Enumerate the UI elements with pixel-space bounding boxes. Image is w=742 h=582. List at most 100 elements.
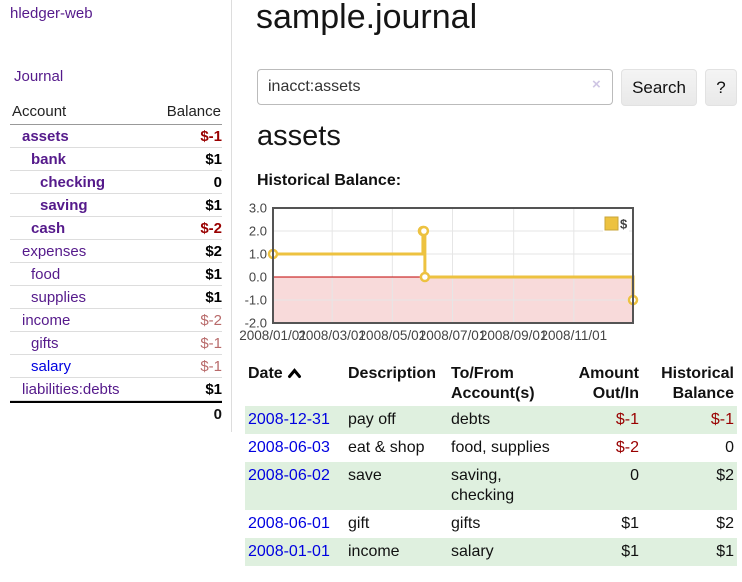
transaction-date-link[interactable]: 2008-12-31: [248, 411, 330, 428]
account-row: saving $1: [10, 194, 222, 217]
account-link[interactable]: gifts: [31, 335, 59, 352]
y-tick-label: 1.0: [249, 247, 267, 262]
legend-swatch: [604, 216, 619, 231]
y-tick-label: -2.0: [245, 316, 267, 331]
account-balance: $-1: [200, 358, 222, 375]
account-link[interactable]: salary: [31, 358, 72, 375]
account-link[interactable]: expenses: [22, 243, 87, 260]
transaction-date-link[interactable]: 2008-06-01: [248, 515, 330, 532]
transaction-amount: $-2: [615, 439, 639, 456]
chart-title: Historical Balance:: [257, 172, 402, 189]
account-row: income $-2: [10, 309, 222, 332]
account-link[interactable]: liabilities:debts: [22, 381, 120, 398]
register-row: 2008-12-31 pay off debts $-1 $-1: [245, 406, 737, 434]
account-link[interactable]: saving: [40, 197, 88, 214]
account-link[interactable]: income: [22, 312, 71, 329]
account-heading: assets: [257, 120, 341, 152]
transaction-accounts: saving, checking: [451, 467, 515, 504]
accounts-table-header: Account Balance: [10, 100, 222, 125]
register-header-description: Description: [348, 365, 437, 382]
y-tick-label: -1.0: [245, 293, 267, 308]
account-balance: 0: [213, 174, 222, 191]
transaction-amount: 0: [630, 467, 639, 484]
account-link[interactable]: supplies: [31, 289, 87, 306]
plot-border: [272, 207, 634, 324]
transaction-amount: $-1: [615, 411, 639, 428]
register-row: 2008-06-01 gift gifts $1 $2: [245, 510, 737, 538]
y-tick-label: 0.0: [249, 270, 267, 285]
x-tick-label: 2008/01/01: [239, 328, 307, 343]
account-link[interactable]: cash: [31, 220, 66, 237]
data-point-marker: [419, 271, 431, 283]
account-balance: $1: [205, 289, 222, 306]
transaction-accounts: food, supplies: [451, 439, 550, 456]
register-table: Date Description To/From Account(s) Amou…: [245, 362, 737, 566]
transaction-balance: $-1: [710, 411, 734, 428]
account-row: food $1: [10, 263, 222, 286]
x-tick-label: 2008/03/01: [298, 328, 366, 343]
register-header-balance: Historical Balance: [661, 365, 734, 402]
transaction-balance: $1: [716, 543, 734, 560]
transaction-accounts: gifts: [451, 515, 481, 532]
accounts-header-account: Account: [12, 103, 67, 120]
sidebar-item-journal[interactable]: Journal: [14, 68, 64, 85]
x-tick-label: 2008/05/01: [359, 328, 427, 343]
account-balance: $-2: [200, 312, 222, 329]
transaction-date-link[interactable]: 2008-06-02: [248, 467, 330, 484]
transaction-balance: 0: [725, 439, 734, 456]
account-row: checking 0: [10, 171, 222, 194]
account-row: salary $-1: [10, 355, 222, 378]
account-link[interactable]: assets: [22, 128, 69, 145]
sidebar-divider: [231, 0, 232, 432]
register-row: 2008-01-01 income salary $1 $1: [245, 538, 737, 566]
transaction-accounts: salary: [451, 543, 494, 560]
y-tick-label: 2.0: [249, 224, 267, 239]
accounts-header-balance: Balance: [166, 103, 221, 120]
register-header-date[interactable]: Date: [245, 362, 345, 406]
accounts-total: 0: [10, 401, 222, 426]
help-button[interactable]: ?: [705, 69, 737, 106]
historical-balance-chart: 3.0 2.0 1.0 0.0 -1.0 -2.02008/01/012008/03/01…: [239, 201, 639, 343]
search-button[interactable]: Search: [621, 69, 697, 106]
account-row: liabilities:debts $1: [10, 378, 222, 401]
transaction-description: save: [348, 467, 382, 484]
register-row: 2008-06-03 eat & shop food, supplies $-2 0: [245, 434, 737, 462]
transaction-amount: $1: [621, 515, 639, 532]
app-brand-link[interactable]: hledger-web: [10, 5, 93, 22]
account-balance: $-1: [200, 335, 222, 352]
transaction-date-link[interactable]: 2008-06-03: [248, 439, 330, 456]
transaction-balance: $2: [716, 467, 734, 484]
register-header-row: Date Description To/From Account(s) Amou…: [245, 362, 737, 406]
account-balance: $1: [205, 151, 222, 168]
legend-label: $: [620, 217, 628, 232]
account-balance: $1: [205, 381, 222, 398]
transaction-accounts: debts: [451, 411, 491, 428]
account-row: bank $1: [10, 148, 222, 171]
register-header-accounts: To/From Account(s): [451, 365, 535, 402]
transaction-description: pay off: [348, 411, 396, 428]
register-header-amount: Amount Out/In: [578, 365, 639, 402]
page-title: sample.journal: [256, 0, 478, 36]
x-tick-label: 2008/09/01: [480, 328, 548, 343]
account-row: supplies $1: [10, 286, 222, 309]
account-link[interactable]: food: [31, 266, 61, 283]
account-balance: $1: [205, 197, 222, 214]
account-row: cash $-2: [10, 217, 222, 240]
account-row: assets $-1: [10, 125, 222, 148]
accounts-balance-table: Account Balance assets $-1 bank $1 checking 0…: [10, 100, 222, 426]
sort-ascending-icon: [287, 368, 301, 378]
account-link[interactable]: bank: [31, 151, 67, 168]
account-balance: $2: [205, 243, 222, 260]
account-row: expenses $2: [10, 240, 222, 263]
transaction-date-link[interactable]: 2008-01-01: [248, 543, 330, 560]
clear-search-icon[interactable]: ×: [592, 76, 601, 93]
x-tick-label: 2008/11/01: [541, 328, 608, 343]
y-tick-label: 3.0: [249, 201, 267, 216]
account-balance: $1: [205, 266, 222, 283]
account-balance: $-1: [200, 128, 222, 145]
account-balance: $-2: [200, 220, 222, 237]
search-input[interactable]: [257, 69, 613, 105]
data-point-marker: [418, 225, 430, 237]
transaction-description: gift: [348, 515, 370, 532]
account-link[interactable]: checking: [40, 174, 106, 191]
